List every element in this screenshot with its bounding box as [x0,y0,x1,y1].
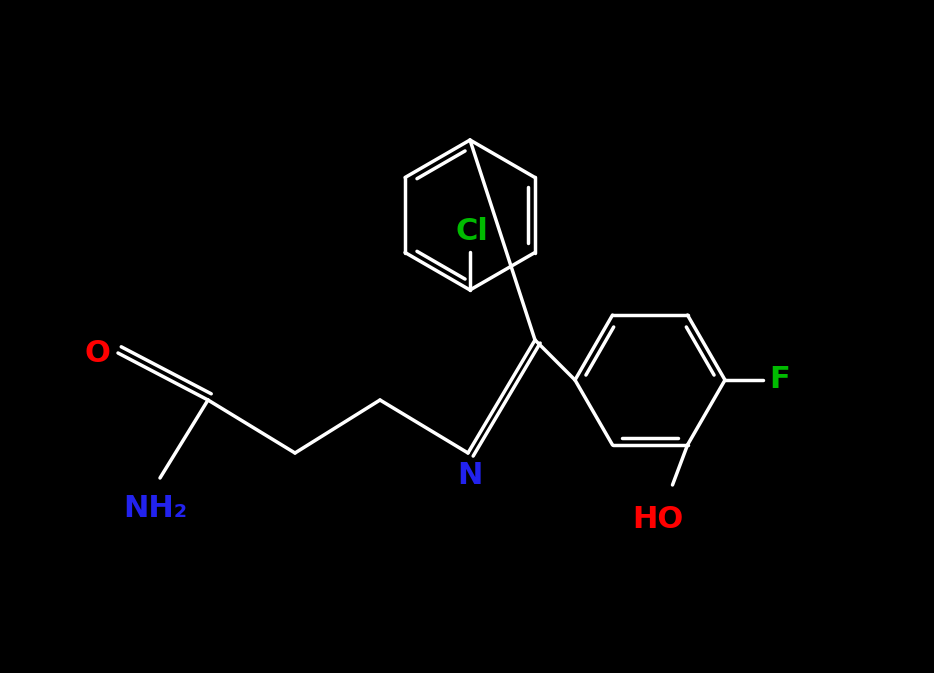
Text: Cl: Cl [456,217,488,246]
Text: N: N [458,461,483,490]
Text: F: F [769,365,790,394]
Text: O: O [84,339,110,367]
Text: NH₂: NH₂ [123,494,187,523]
Text: HO: HO [632,505,683,534]
